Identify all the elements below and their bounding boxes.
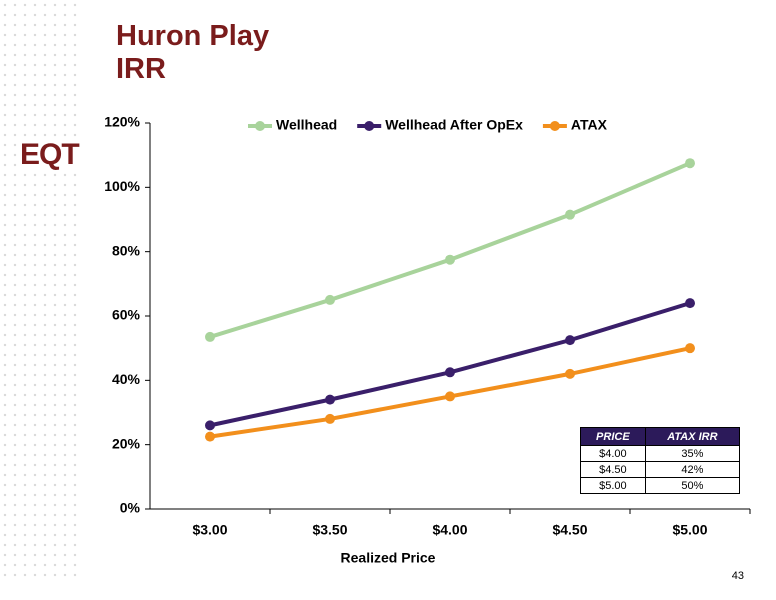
legend-marker	[549, 121, 560, 131]
logo: EQT	[20, 138, 80, 172]
irr-table: PRICE ATAX IRR $4.00 35% $4.50 42% $5.00 50…	[580, 427, 741, 494]
x-tick-label: $4.00	[432, 522, 467, 538]
data-point	[565, 209, 575, 220]
table-cell: 42%	[644, 461, 741, 478]
data-point	[325, 394, 335, 405]
data-point	[445, 367, 455, 378]
x-tick-label: $4.50	[552, 522, 587, 538]
x-tick-label: $3.00	[192, 522, 227, 538]
slide-title: Huron Play IRR	[116, 20, 270, 85]
data-point	[565, 335, 575, 346]
table-cell: 35%	[644, 445, 741, 462]
table-cell: 50%	[644, 477, 741, 494]
y-tick-label: 100%	[104, 178, 140, 194]
table-header: PRICE	[580, 427, 646, 446]
y-tick-label: 40%	[112, 371, 141, 387]
dot-pattern	[0, 0, 82, 580]
legend-marker	[364, 121, 375, 131]
legend-marker	[255, 121, 265, 131]
series-line	[209, 161, 691, 339]
table-cell: $5.00	[580, 477, 646, 494]
x-tick-label: $5.00	[672, 522, 707, 538]
data-point	[325, 294, 335, 305]
data-point	[205, 331, 215, 342]
y-tick-label: 80%	[112, 242, 141, 258]
y-tick-label: 0%	[120, 500, 141, 516]
data-point	[205, 431, 215, 442]
page-number: 43	[731, 570, 744, 582]
y-tick-label: 120%	[104, 114, 140, 130]
data-point	[685, 343, 695, 354]
data-point	[685, 158, 695, 169]
data-point	[205, 420, 215, 431]
legend-label: Wellhead After OpEx	[385, 117, 523, 133]
y-tick-label: 60%	[112, 307, 141, 323]
y-tick-label: 20%	[112, 435, 141, 451]
data-point	[685, 298, 695, 309]
data-point	[445, 254, 455, 265]
data-point	[565, 368, 575, 379]
table-cell: $4.00	[580, 445, 646, 462]
table-cell: $4.50	[580, 461, 646, 478]
x-axis-label: Realized Price	[341, 550, 436, 566]
table-header: ATAX IRR	[644, 427, 741, 446]
legend-label: ATAX	[571, 117, 608, 133]
x-tick-label: $3.50	[312, 522, 347, 538]
legend-label: Wellhead	[276, 117, 337, 133]
data-point	[325, 413, 335, 424]
data-point	[445, 391, 455, 402]
